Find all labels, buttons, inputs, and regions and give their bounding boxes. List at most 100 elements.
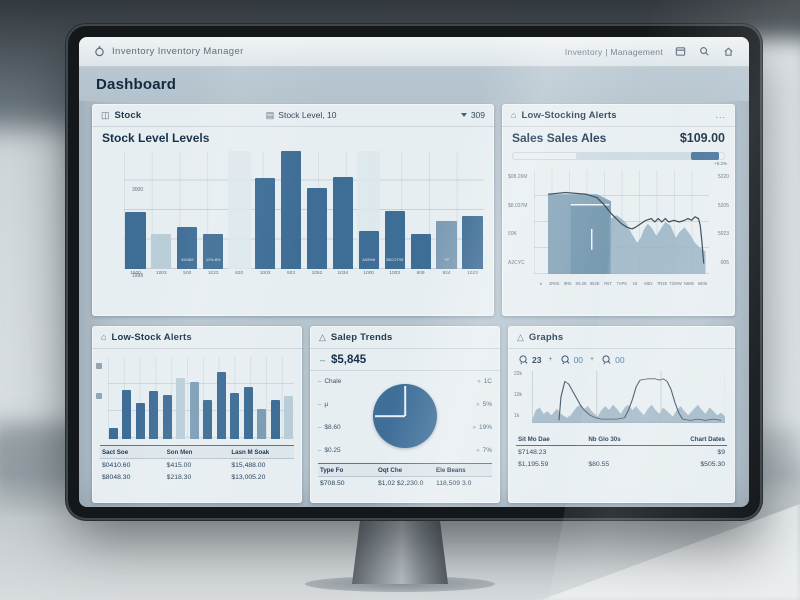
sales-total-value: $109.00 — [679, 131, 725, 145]
bar-rect — [257, 409, 267, 439]
table-cell: $13,005.20 — [231, 473, 266, 481]
dash-icon: – — [320, 355, 326, 365]
column-header: Lasn M Soak — [231, 448, 270, 456]
x-tick: 1003 — [389, 271, 401, 276]
x-tick: 1023 — [467, 271, 478, 276]
triangle-icon: △ — [319, 331, 326, 342]
stock-level-filter: ▤ Stock Level, 10 — [266, 110, 337, 120]
app-brand-label: Inventory Inventory Manager — [112, 46, 244, 57]
stock-level-dropdown[interactable]: 309 — [460, 110, 485, 120]
pie-quarter-line — [375, 415, 405, 417]
column-header: Ele Beans — [436, 466, 466, 474]
table-cell: $15,488.00 — [231, 461, 266, 469]
graphs-stat: 23 — [518, 354, 541, 365]
low-stock-table: Sact Soe Son Men Lasn M Soak $0410.60 $415.0… — [100, 445, 294, 483]
column-header: Type Fo — [320, 466, 344, 474]
y-tick: A2CYC — [508, 259, 525, 266]
bar-rect — [243, 386, 253, 439]
bar — [203, 357, 214, 439]
stat-value: 23 — [532, 354, 542, 365]
pie — [373, 384, 437, 448]
bar: A05%6 — [357, 151, 381, 269]
trend-item: » 19% — [441, 424, 492, 431]
table-cell: $218.30 — [166, 473, 192, 481]
bar-annotation: 49/489 — [181, 257, 194, 262]
x-tick: 1052 — [311, 271, 323, 276]
bar-rect — [462, 216, 483, 269]
bar-rect — [162, 394, 172, 439]
table-row: $7148.23 $9 — [516, 446, 727, 458]
x-tick: T2WW — [669, 281, 682, 286]
table-cell: $1,195.59 — [518, 460, 549, 468]
dashboard-screen: Inventory Inventory Manager Inventory | … — [79, 37, 749, 507]
bar — [150, 151, 173, 269]
bar — [243, 357, 254, 439]
panel-header: △ Salep Trends — [310, 326, 500, 349]
triangle-icon: △ — [517, 331, 524, 342]
column-header: Oqt Che — [378, 466, 403, 474]
trend-item: » 1C — [441, 378, 492, 385]
graphs-stats-row: 23 +00 +00 — [508, 349, 735, 367]
bar-annotation: 11%.8% — [205, 257, 221, 262]
x-tick: 2R9S — [548, 281, 560, 286]
table-cell: $80.55 — [588, 460, 610, 468]
bar-rect: 11%.8% — [203, 233, 224, 269]
table-cell: $8048.30 — [102, 473, 131, 481]
panel-header: ◫ Stock ▤ Stock Level, 10 309 — [92, 104, 494, 127]
panel-header-label: Stock — [114, 109, 142, 121]
chart-title: Stock Level Levels — [102, 131, 210, 145]
bar-rect — [122, 389, 132, 439]
search-icon[interactable] — [698, 45, 711, 58]
gauge-icon — [602, 355, 611, 365]
pie-quarter-line — [404, 386, 406, 416]
gauge-icon — [560, 355, 570, 365]
panel-sales: ⌂ Low-Stocking Alerts ... Sales Sales Al… — [502, 104, 735, 316]
page-title: Dashboard — [96, 75, 177, 93]
table-cell: $415.00 — [166, 461, 192, 469]
pie-chart — [369, 384, 441, 448]
panel-menu-button[interactable]: ... — [715, 110, 726, 120]
x-tick: 7AP6 — [616, 281, 627, 286]
table-row: $8048.30 $218.30 $13,005.20 — [100, 471, 294, 483]
bar-rect — [230, 393, 240, 439]
grid-panel-icon[interactable] — [674, 45, 687, 58]
panel-header-label: Graphs — [528, 331, 564, 343]
bar-rect — [189, 381, 199, 439]
sales-area-chart: $08.26M $8.037M 50K A2CYC 5220 5205 5023 005 a… — [508, 168, 729, 286]
y-tick: 22k — [514, 371, 523, 377]
x-tick: 924 — [442, 271, 451, 276]
progress-label: +0.2% — [714, 161, 727, 166]
bar: 11%.8% — [202, 151, 225, 269]
x-tick: 1000 — [363, 271, 375, 276]
x-tick: 1003 — [156, 271, 167, 276]
x-tick: 620 — [235, 271, 244, 276]
x-tick: S8.2K — [575, 281, 587, 286]
bar — [122, 357, 133, 439]
bar-rect — [254, 177, 276, 269]
trends-right-list: » 1C» 5%» 19%» 7% — [441, 378, 492, 454]
bar — [124, 151, 147, 269]
y-tick: 5023 — [717, 231, 729, 238]
table-cell: $7148.23 — [518, 448, 547, 456]
y-tick: 10k — [514, 392, 523, 398]
table-cell: $0410.60 — [102, 461, 131, 469]
y-tick: $08.26M — [508, 174, 528, 180]
bar — [108, 357, 119, 439]
panel-header-label: Salep Trends — [330, 331, 393, 343]
sales-progress-bar: +0.2% — [512, 152, 727, 166]
column-header: Nb Glo 30s — [588, 435, 621, 443]
x-tick: a — [539, 281, 542, 286]
bar-rect: A05%6 — [358, 231, 379, 269]
home-icon[interactable] — [722, 45, 735, 58]
bar — [257, 357, 268, 439]
y-axis-ticks: 22k 10k 1k — [514, 371, 529, 419]
graphs-table: Sit Mo Dae Nb Glo 30s Chart Dates $7148.23 $… — [516, 433, 727, 470]
bar-annotation: A05%6 — [362, 257, 376, 262]
monitor: Inventory Inventory Manager Inventory | … — [68, 26, 760, 518]
trends-amount-row: – $5,845 — [310, 349, 500, 371]
y-axis-ticks-right: 5220 5205 5023 005 — [711, 174, 729, 266]
home-alert-icon: ⌂ — [101, 331, 107, 342]
column-header: Sit Mo Dae — [518, 435, 550, 443]
graphs-stat: 00 — [601, 354, 625, 365]
bar — [176, 357, 187, 439]
